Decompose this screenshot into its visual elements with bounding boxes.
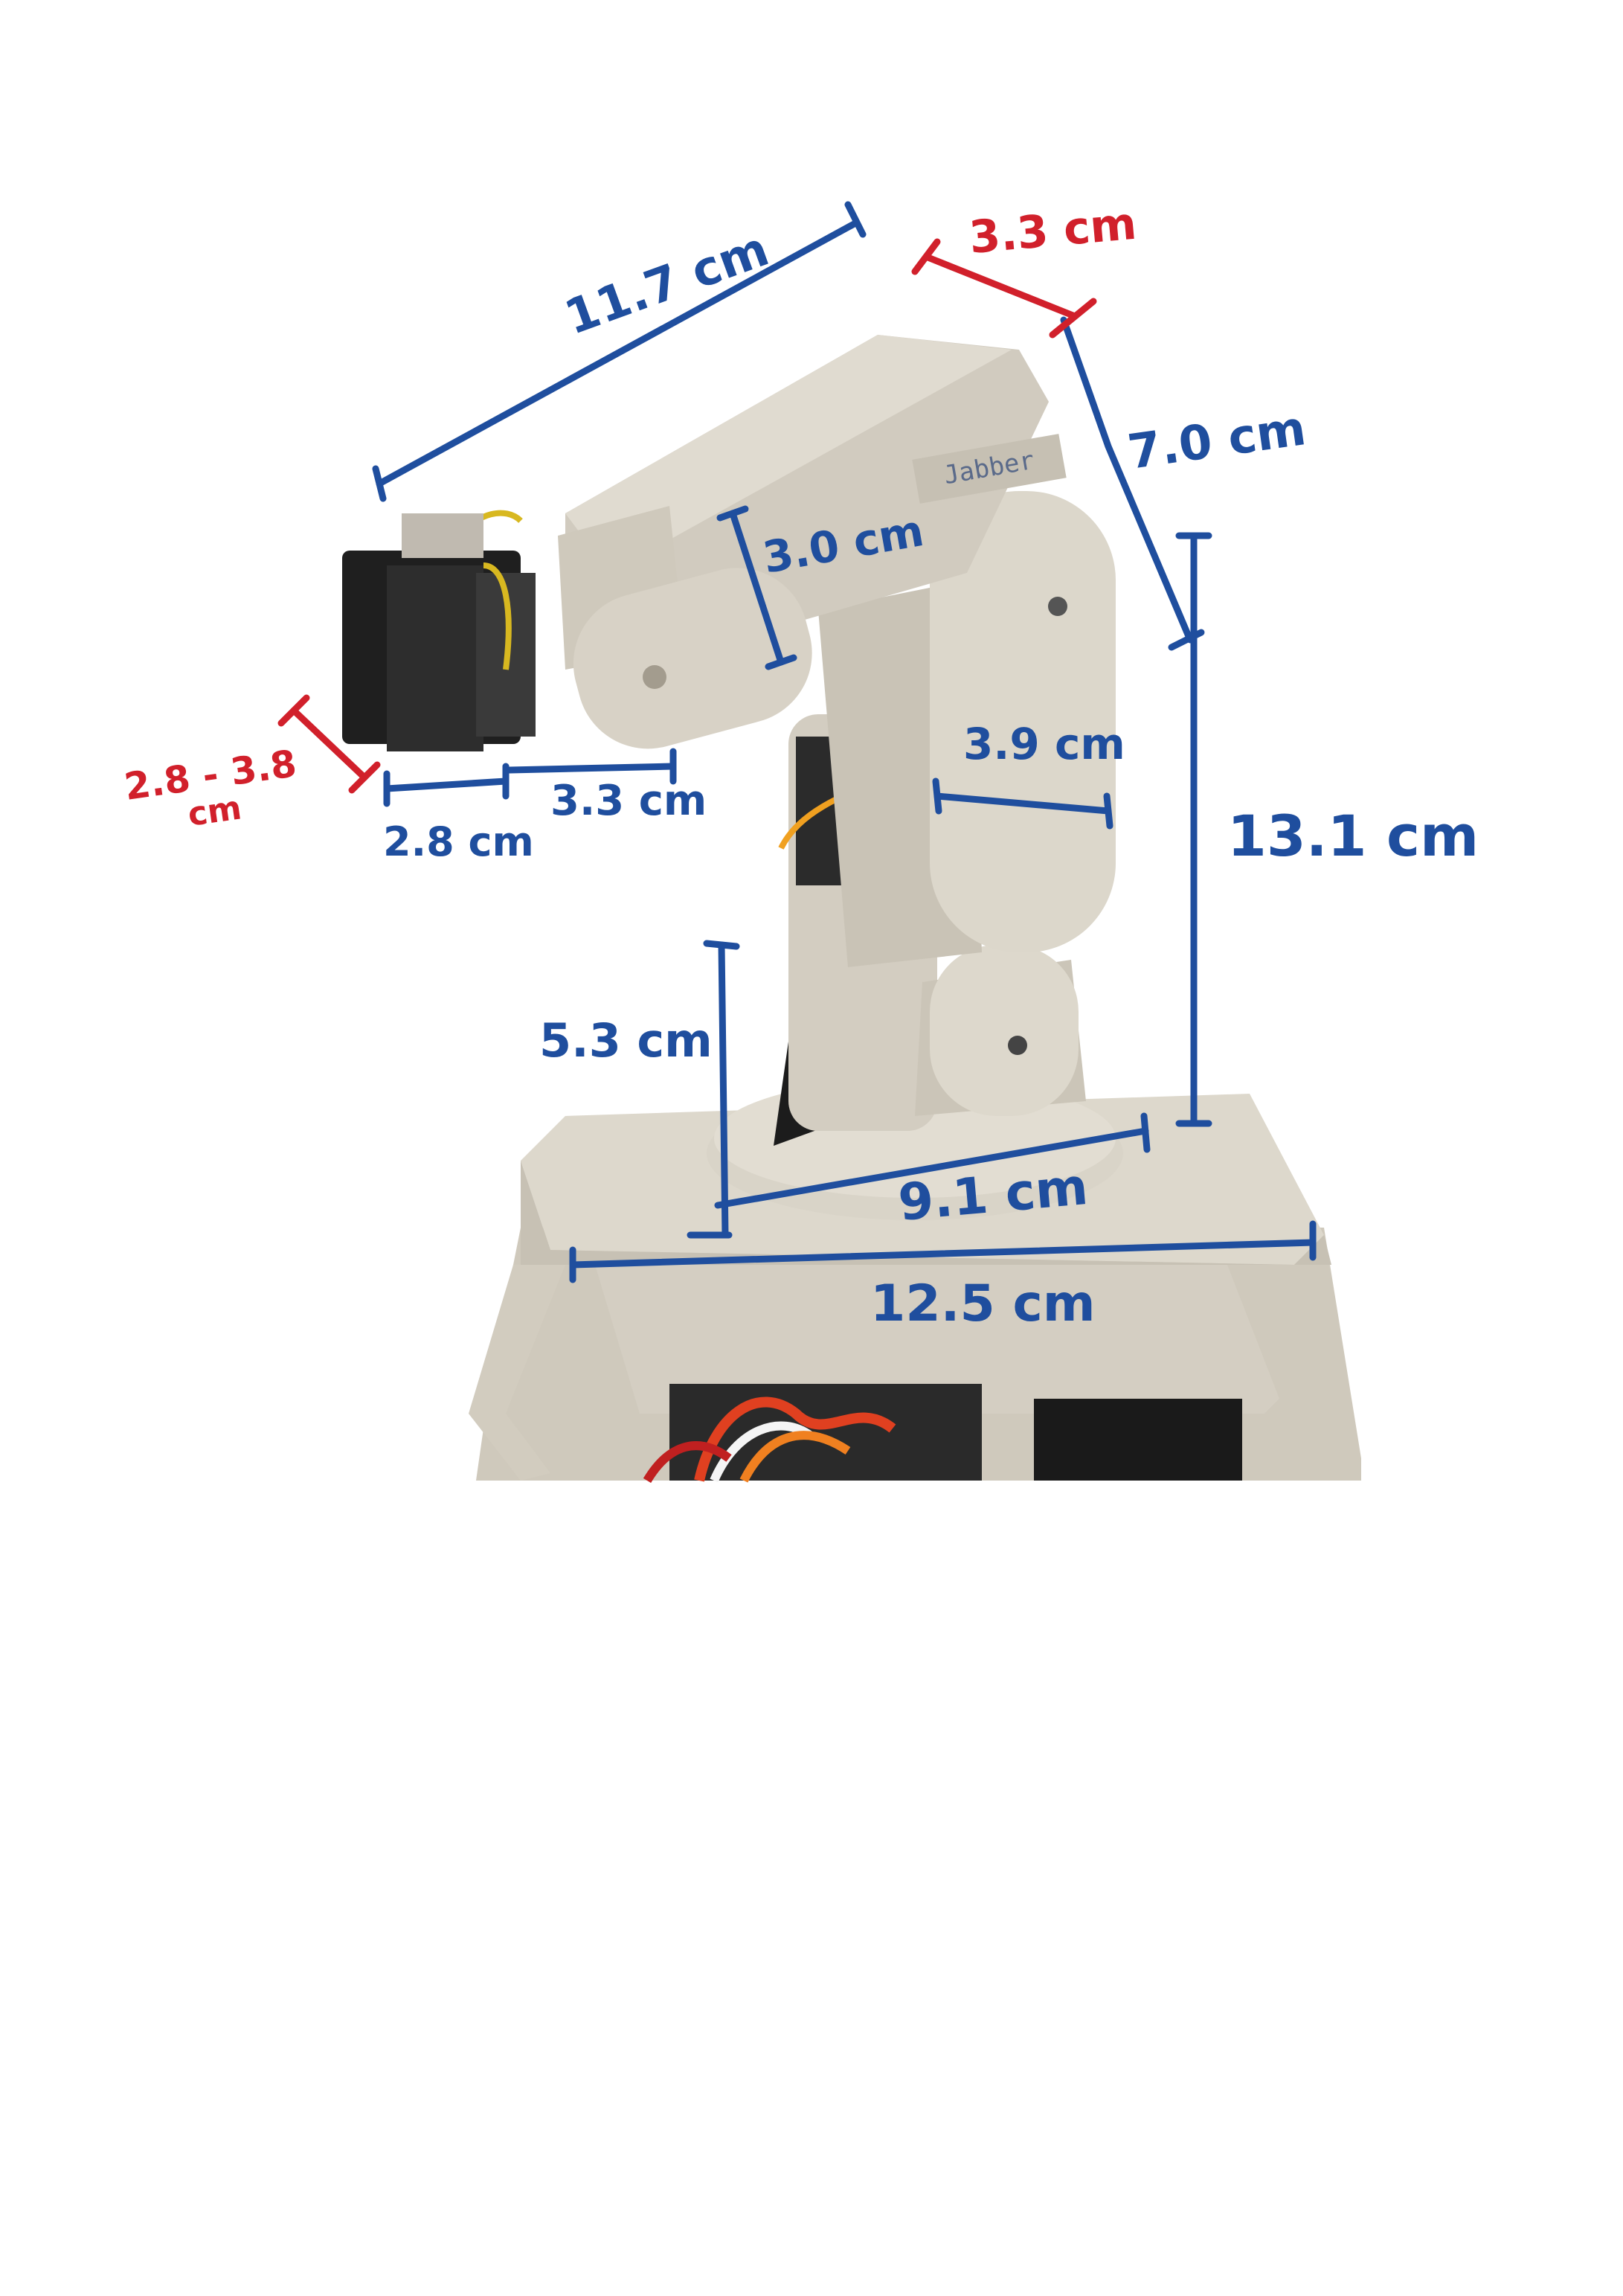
label-lower-arm-width: 3.9 cm — [963, 719, 1125, 769]
label-base-height: 5.3 cm — [539, 1013, 713, 1068]
label-total-height: 13.1 cm — [1227, 803, 1479, 869]
label-gripper-length: 2.8 cm — [383, 818, 534, 865]
dim-line-top-joint-width — [922, 253, 1079, 320]
dim-line-forearm-length — [1060, 316, 1194, 644]
upper-arm: Jabber — [558, 335, 1067, 749]
shoulder-bracket — [930, 945, 1079, 1116]
lower-arm-link — [930, 491, 1116, 952]
dim-line-base-height — [718, 941, 729, 1239]
dim-line-gripper-opening — [290, 707, 368, 781]
wrist-pivot-screw — [643, 665, 666, 689]
label-base-width: 12.5 cm — [870, 1274, 1096, 1333]
dim-line-upper-arm-height — [729, 510, 785, 666]
dim-line-base-width — [569, 1239, 1317, 1269]
dim-line-lower-arm-width — [933, 792, 1112, 815]
label-gripper-opening-unit: cm — [185, 789, 243, 834]
elbow-pivot-screw — [1048, 597, 1067, 616]
wire-bundle — [694, 1396, 896, 1482]
name-tag — [912, 434, 1067, 504]
dim-line-upper-arm-length — [376, 219, 859, 487]
dim-line-wrist-length — [506, 763, 677, 774]
label-wrist-length: 3.3 cm — [550, 777, 707, 825]
gripper-gear — [402, 513, 483, 558]
gripper — [342, 510, 536, 751]
dim-line-gripper-length — [383, 777, 510, 792]
shoulder-pivot-screw — [1008, 1036, 1027, 1055]
dim-line-turntable-diameter — [714, 1127, 1149, 1209]
base-opening-right — [1034, 1399, 1242, 1481]
lower-arm — [818, 491, 1116, 1116]
wrist-link — [573, 568, 812, 749]
